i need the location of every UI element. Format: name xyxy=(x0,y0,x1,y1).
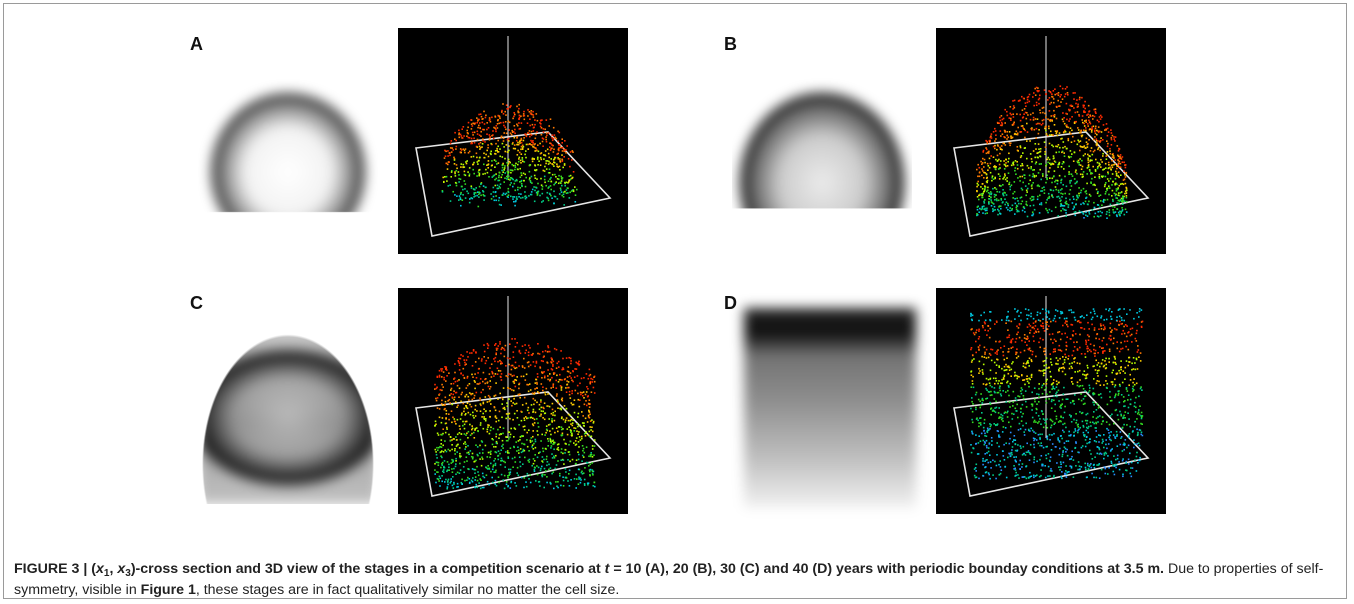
cross-section-b xyxy=(732,64,912,244)
view-3d-c xyxy=(398,288,628,514)
point-cloud xyxy=(976,85,1128,219)
floor-outline xyxy=(415,391,612,497)
view-3d-b xyxy=(936,28,1166,254)
view-3d-d xyxy=(936,288,1166,514)
cross-section-a xyxy=(198,64,378,244)
caption-label: FIGURE 3 | xyxy=(14,561,88,577)
point-cloud xyxy=(434,338,596,490)
panel-label-c: C xyxy=(190,293,203,313)
point-cloud xyxy=(441,103,578,208)
caption-body-post: , these stages are in fact qualitatively… xyxy=(195,582,620,598)
caption-title: (x1, x3)-cross section and 3D view of th… xyxy=(91,561,1164,579)
floor-outline xyxy=(415,131,612,237)
caption-body-pre: Due to properties of self-symmetry, visi… xyxy=(14,561,1324,598)
floor-outline xyxy=(953,391,1150,497)
figure-caption: FIGURE 3 | (x1, x3)-cross section and 3D… xyxy=(14,559,1344,601)
view-3d-a xyxy=(398,28,628,254)
floor-outline xyxy=(953,131,1150,237)
figure-frame: A B C D FIGURE 3 | (x1, x3)-cross sectio… xyxy=(3,3,1347,599)
figure-1-link[interactable]: Figure 1 xyxy=(140,582,196,598)
cross-section-c xyxy=(198,324,378,504)
panel-label-b: B xyxy=(724,34,737,54)
panel-label-a: A xyxy=(190,34,203,54)
cross-section-d xyxy=(744,308,916,508)
point-cloud xyxy=(970,308,1144,480)
panel-label-d: D xyxy=(724,293,737,313)
